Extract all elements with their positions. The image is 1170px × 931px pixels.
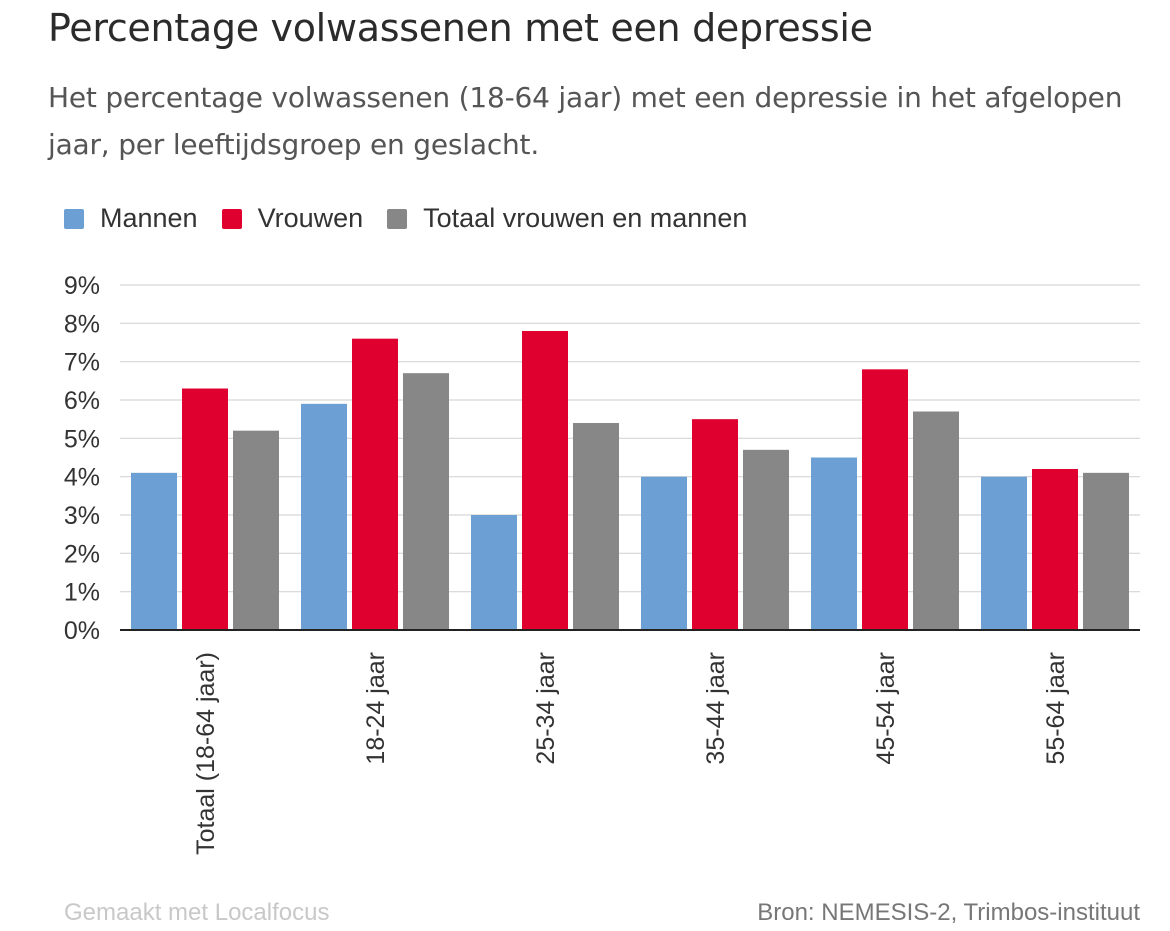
y-tick-label: 7% [64,349,100,377]
x-tick-label: 35-44 jaar [702,652,730,765]
legend-item-vrouwen[interactable]: Vrouwen [221,203,364,234]
legend: Mannen Vrouwen Totaal vrouwen en mannen [64,203,771,234]
legend-swatch-vrouwen [221,208,242,229]
y-tick-label: 0% [64,617,100,645]
x-tick-label: 45-54 jaar [872,652,900,765]
bar [1083,472,1129,630]
bar [811,457,857,630]
chart-subtitle: Het percentage volwassenen (18-64 jaar) … [48,81,1123,161]
bar [1032,469,1078,630]
legend-item-mannen[interactable]: Mannen [64,203,198,234]
legend-item-totaal[interactable]: Totaal vrouwen en mannen [387,203,747,234]
y-tick-label: 5% [64,425,100,453]
bar [403,373,449,630]
bar [573,423,619,630]
bar [233,430,279,630]
x-tick-label: 55-64 jaar [1042,652,1070,765]
source-credit: Bron: NEMESIS-2, Trimbos-instituut [757,899,1140,926]
legend-label-vrouwen: Vrouwen [257,203,364,233]
y-tick-label: 1% [64,579,100,607]
made-with-credit[interactable]: Gemaakt met Localfocus [64,899,330,926]
x-tick-label: 18-24 jaar [362,652,390,765]
bar [981,476,1027,630]
bar [692,419,738,630]
y-tick-label: 9% [64,272,100,300]
bar [131,472,177,630]
legend-swatch-totaal [387,208,408,229]
legend-swatch-mannen [64,208,84,229]
bar [471,515,517,630]
bar [522,331,568,630]
y-tick-label: 6% [64,387,100,415]
y-tick-label: 3% [64,502,100,530]
bar [862,369,908,630]
x-tick-label: Totaal (18-64 jaar) [192,652,220,855]
legend-label-mannen: Mannen [100,203,198,233]
bar [743,449,789,630]
bar [641,476,687,630]
y-tick-label: 4% [64,464,100,492]
bar [301,403,347,630]
y-tick-label: 8% [64,310,100,338]
legend-label-totaal: Totaal vrouwen en mannen [423,203,748,233]
bar [352,338,398,630]
x-tick-label: 25-34 jaar [532,652,560,765]
bar [913,411,959,630]
chart-title: Percentage volwassenen met een depressie [48,6,873,50]
y-tick-label: 2% [64,540,100,568]
bar [182,388,228,630]
